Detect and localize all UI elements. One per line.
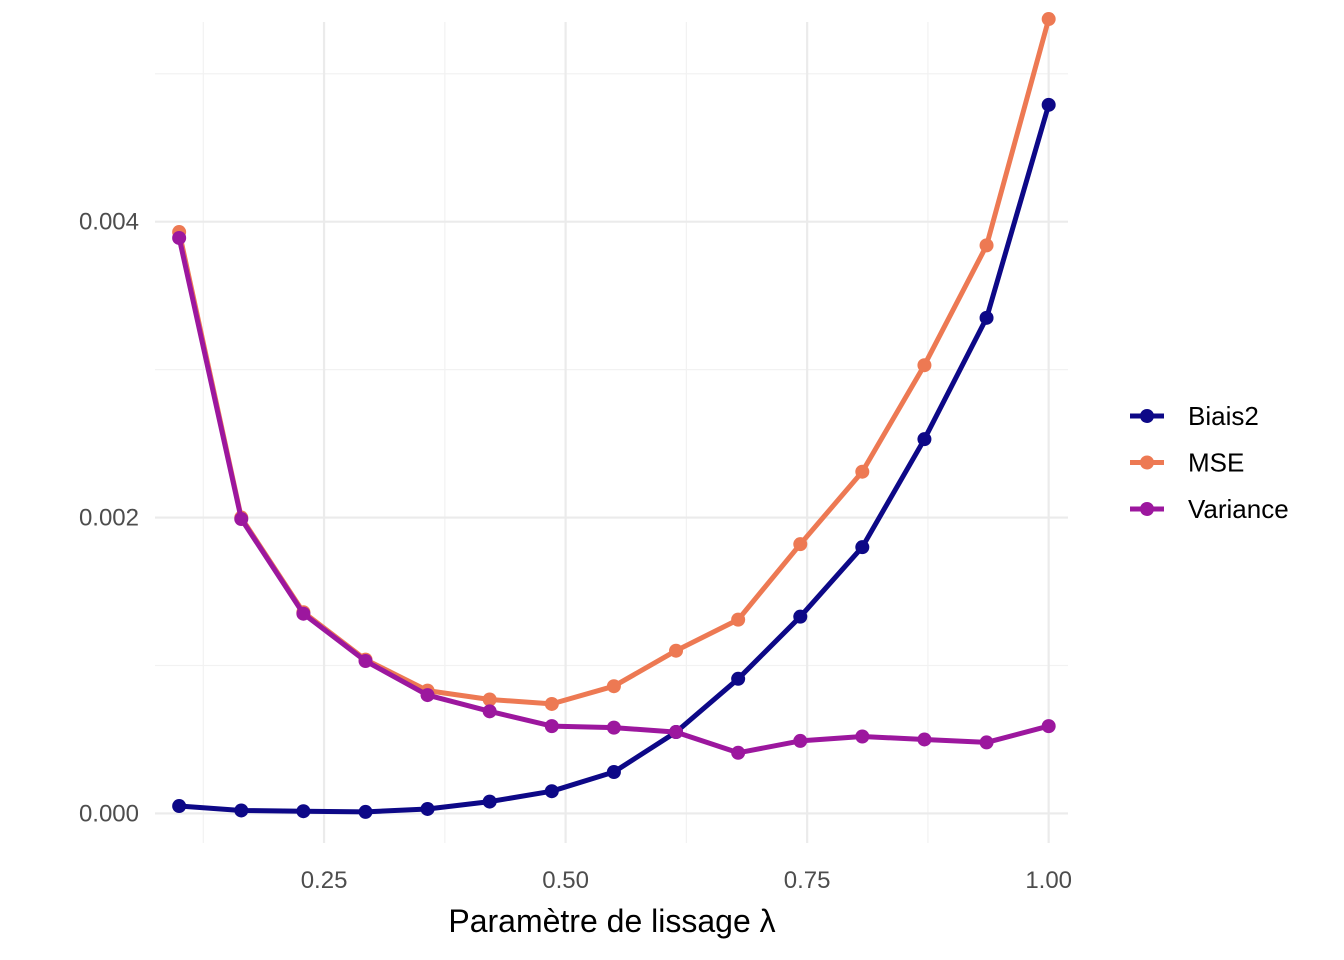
- data-point-mse: [731, 612, 746, 627]
- data-point-mse: [606, 679, 621, 694]
- data-point-mse: [793, 537, 808, 552]
- data-point-variance: [482, 704, 497, 719]
- grid: [155, 22, 1068, 843]
- legend-label: MSE: [1188, 448, 1244, 478]
- data-point-mse: [544, 696, 559, 711]
- y-tick-label: 0.002: [79, 505, 139, 532]
- legend-item-biais2: Biais2: [1130, 401, 1259, 431]
- data-point-variance: [793, 733, 808, 748]
- data-point-variance: [855, 729, 870, 744]
- data-point-variance: [669, 725, 684, 740]
- series-variance: [172, 230, 1056, 760]
- data-point-mse: [917, 358, 932, 373]
- data-point-variance: [731, 745, 746, 760]
- data-point-biais2: [731, 671, 746, 686]
- legend-label: Biais2: [1188, 401, 1259, 431]
- legend: Biais2 MSE Variance: [1130, 401, 1289, 524]
- series-line-mse: [176, 16, 1052, 707]
- data-point-variance: [1041, 719, 1056, 734]
- x-axis-title: Paramètre de lissage λ: [448, 903, 775, 939]
- x-tick-label: 0.25: [301, 867, 348, 894]
- data-point-biais2: [358, 804, 373, 819]
- data-point-mse: [1041, 12, 1056, 27]
- data-point-variance: [172, 230, 187, 245]
- series-mse: [172, 12, 1056, 711]
- series-line-biais2: [176, 102, 1052, 815]
- data-point-mse: [669, 643, 684, 658]
- data-point-mse: [482, 692, 497, 707]
- data-point-biais2: [1041, 97, 1056, 112]
- data-point-variance: [606, 720, 621, 735]
- data-point-variance: [917, 732, 932, 747]
- x-tick-label: 0.50: [542, 867, 589, 894]
- data-point-biais2: [296, 804, 311, 819]
- data-point-biais2: [420, 801, 435, 816]
- data-point-biais2: [482, 794, 497, 809]
- data-point-variance: [296, 606, 311, 621]
- legend-item-mse: MSE: [1130, 448, 1244, 478]
- data-point-biais2: [172, 799, 187, 814]
- series-biais2: [172, 97, 1056, 819]
- y-tick-label: 0.004: [79, 209, 139, 236]
- data-point-biais2: [855, 540, 870, 555]
- data-point-biais2: [979, 310, 994, 325]
- y-tick-label: 0.000: [79, 800, 139, 827]
- data-point-variance: [979, 735, 994, 750]
- data-point-biais2: [234, 803, 249, 818]
- series-line-variance: [176, 235, 1052, 756]
- legend-item-variance: Variance: [1130, 494, 1289, 524]
- data-point-mse: [855, 464, 870, 479]
- legend-key-point: [1140, 455, 1154, 470]
- x-tick-label: 0.75: [784, 867, 831, 894]
- data-point-variance: [420, 688, 435, 703]
- legend-key-point: [1140, 502, 1154, 516]
- data-point-biais2: [606, 764, 621, 779]
- y-axis-ticks: 0.000 0.002 0.004: [79, 209, 139, 828]
- legend-key-point: [1140, 409, 1154, 423]
- data-point-biais2: [544, 784, 559, 799]
- data-point-biais2: [793, 609, 808, 624]
- x-tick-label: 1.00: [1025, 867, 1072, 894]
- data-point-mse: [979, 238, 994, 253]
- data-point-variance: [544, 719, 559, 734]
- data-point-biais2: [917, 432, 932, 447]
- data-point-variance: [234, 512, 249, 527]
- legend-label: Variance: [1188, 494, 1289, 524]
- data-point-variance: [358, 654, 373, 669]
- x-axis-ticks: 0.25 0.50 0.75 1.00: [301, 867, 1072, 894]
- series-layer: [172, 12, 1056, 819]
